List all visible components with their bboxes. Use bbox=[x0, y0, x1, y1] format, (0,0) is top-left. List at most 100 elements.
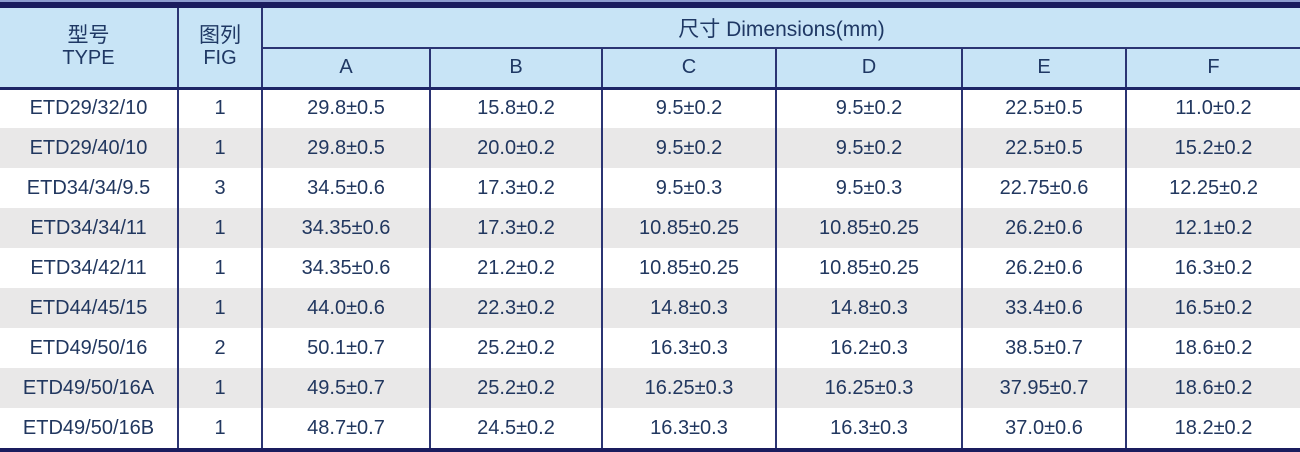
col-header-d: D bbox=[775, 48, 962, 88]
cell-dim-e: 22.5±0.5 bbox=[961, 128, 1126, 168]
cell-dim-f: 18.6±0.2 bbox=[1124, 328, 1300, 368]
cell-dim-c: 14.8±0.3 bbox=[601, 288, 776, 328]
cell-dim-c: 9.5±0.2 bbox=[601, 88, 776, 128]
dimensions-table: 型号 TYPE 图列 FIG 尺寸 Dimensions(mm) A B C D… bbox=[0, 8, 1300, 448]
cell-fig: 1 bbox=[177, 88, 262, 128]
cell-fig: 1 bbox=[177, 408, 262, 448]
cell-type: ETD49/50/16B bbox=[22, 416, 155, 439]
cell-type: ETD49/50/16 bbox=[29, 336, 148, 359]
table-row: ETD49/50/16B 1 48.7±0.7 24.5±0.2 16.3±0.… bbox=[0, 408, 1300, 448]
cell-dim-f: 11.0±0.2 bbox=[1124, 88, 1300, 128]
cell-dim-a: 49.5±0.7 bbox=[261, 368, 430, 408]
cell-type: ETD34/34/11 bbox=[30, 216, 147, 239]
cell-dim-b: 15.8±0.2 bbox=[429, 88, 602, 128]
type-column-header: 型号 TYPE bbox=[0, 8, 178, 88]
cell-type: ETD29/32/10 bbox=[29, 97, 148, 120]
table-row: ETD34/42/11 1 34.35±0.6 21.2±0.2 10.85±0… bbox=[0, 248, 1300, 288]
table-row: ETD29/40/10 1 29.8±0.5 20.0±0.2 9.5±0.2 … bbox=[0, 128, 1300, 168]
cell-fig: 1 bbox=[177, 368, 262, 408]
cell-dim-b: 17.3±0.2 bbox=[429, 168, 602, 208]
col-header-a: A bbox=[261, 48, 430, 88]
cell-dim-c: 9.5±0.2 bbox=[601, 128, 776, 168]
fig-header-cn: 图列 bbox=[199, 24, 241, 48]
cell-dim-a: 48.7±0.7 bbox=[261, 408, 430, 448]
cell-dim-d: 10.85±0.25 bbox=[775, 208, 962, 248]
cell-dim-e: 37.95±0.7 bbox=[961, 368, 1126, 408]
cell-type: ETD34/42/11 bbox=[30, 256, 147, 279]
col-header-c: C bbox=[601, 48, 776, 88]
cell-fig: 1 bbox=[177, 208, 262, 248]
cell-dim-f: 16.3±0.2 bbox=[1124, 248, 1300, 288]
cell-dim-a: 50.1±0.7 bbox=[261, 328, 430, 368]
cell-dim-e: 26.2±0.6 bbox=[961, 248, 1126, 288]
cell-dim-d: 9.5±0.2 bbox=[775, 128, 962, 168]
cell-dim-e: 22.75±0.6 bbox=[961, 168, 1126, 208]
cell-dim-d: 16.3±0.3 bbox=[775, 408, 962, 448]
cell-dim-d: 14.8±0.3 bbox=[775, 288, 962, 328]
table-row: ETD44/45/15 1 44.0±0.6 22.3±0.2 14.8±0.3… bbox=[0, 288, 1300, 328]
table-row: ETD34/34/11 1 34.35±0.6 17.3±0.2 10.85±0… bbox=[0, 208, 1300, 248]
cell-dim-a: 34.5±0.6 bbox=[261, 168, 430, 208]
cell-dim-e: 38.5±0.7 bbox=[961, 328, 1126, 368]
cell-dim-b: 22.3±0.2 bbox=[429, 288, 602, 328]
cell-fig: 2 bbox=[177, 328, 262, 368]
cell-dim-f: 12.25±0.2 bbox=[1124, 168, 1300, 208]
header-row-1: 型号 TYPE 图列 FIG 尺寸 Dimensions(mm) bbox=[0, 8, 1300, 88]
cell-fig: 3 bbox=[177, 168, 262, 208]
cell-dim-f: 16.5±0.2 bbox=[1124, 288, 1300, 328]
col-header-b: B bbox=[429, 48, 602, 88]
cell-type: ETD44/45/15 bbox=[29, 296, 148, 319]
dimensions-group-header: 尺寸 Dimensions(mm) bbox=[260, 8, 1300, 49]
table-row: ETD49/50/16A 1 49.5±0.7 25.2±0.2 16.25±0… bbox=[0, 368, 1300, 408]
cell-type: ETD34/34/9.5 bbox=[26, 176, 151, 199]
cell-dim-b: 24.5±0.2 bbox=[429, 408, 602, 448]
table-header: 型号 TYPE 图列 FIG 尺寸 Dimensions(mm) A B C D… bbox=[0, 8, 1300, 88]
cell-dim-c: 10.85±0.25 bbox=[601, 208, 776, 248]
cell-fig: 1 bbox=[177, 288, 262, 328]
cell-dim-a: 34.35±0.6 bbox=[261, 208, 430, 248]
cell-dim-e: 33.4±0.6 bbox=[961, 288, 1126, 328]
cell-dim-a: 29.8±0.5 bbox=[261, 88, 430, 128]
cell-dim-e: 26.2±0.6 bbox=[961, 208, 1126, 248]
fig-column-header: 图列 FIG bbox=[177, 8, 262, 88]
fig-header-en: FIG bbox=[203, 47, 237, 70]
cell-dim-a: 29.8±0.5 bbox=[261, 128, 430, 168]
outer-top-border bbox=[0, 2, 1300, 8]
type-header-en: TYPE bbox=[62, 47, 115, 70]
table-row: ETD49/50/16 2 50.1±0.7 25.2±0.2 16.3±0.3… bbox=[0, 328, 1300, 368]
cell-dim-a: 34.35±0.6 bbox=[261, 248, 430, 288]
cell-dim-b: 25.2±0.2 bbox=[429, 328, 602, 368]
cell-dim-c: 10.85±0.25 bbox=[601, 248, 776, 288]
cell-dim-d: 9.5±0.3 bbox=[775, 168, 962, 208]
cell-dim-d: 9.5±0.2 bbox=[775, 88, 962, 128]
cell-dim-b: 21.2±0.2 bbox=[429, 248, 602, 288]
cell-type: ETD49/50/16A bbox=[22, 376, 155, 399]
cell-dim-b: 17.3±0.2 bbox=[429, 208, 602, 248]
outer-top-highlight bbox=[0, 0, 1300, 2]
cell-type: ETD29/40/10 bbox=[29, 136, 148, 159]
cell-fig: 1 bbox=[177, 248, 262, 288]
col-header-f: F bbox=[1124, 48, 1300, 88]
cell-dim-c: 16.3±0.3 bbox=[601, 328, 776, 368]
table-row: ETD34/34/9.5 3 34.5±0.6 17.3±0.2 9.5±0.3… bbox=[0, 168, 1300, 208]
cell-dim-c: 9.5±0.3 bbox=[601, 168, 776, 208]
cell-dim-b: 25.2±0.2 bbox=[429, 368, 602, 408]
cell-dim-a: 44.0±0.6 bbox=[261, 288, 430, 328]
type-header-cn: 型号 bbox=[67, 24, 110, 48]
cell-dim-d: 16.25±0.3 bbox=[775, 368, 962, 408]
cell-dim-b: 20.0±0.2 bbox=[429, 128, 602, 168]
cell-dim-c: 16.3±0.3 bbox=[601, 408, 776, 448]
cell-dim-c: 16.25±0.3 bbox=[601, 368, 776, 408]
cell-dim-f: 18.6±0.2 bbox=[1124, 368, 1300, 408]
cell-dim-e: 22.5±0.5 bbox=[961, 88, 1126, 128]
cell-dim-e: 37.0±0.6 bbox=[961, 408, 1126, 448]
cell-fig: 1 bbox=[177, 128, 262, 168]
outer-bottom-border bbox=[0, 448, 1300, 452]
cell-dim-d: 16.2±0.3 bbox=[775, 328, 962, 368]
table-row: ETD29/32/10 1 29.8±0.5 15.8±0.2 9.5±0.2 … bbox=[0, 88, 1300, 128]
cell-dim-f: 15.2±0.2 bbox=[1124, 128, 1300, 168]
table-body: ETD29/32/10 1 29.8±0.5 15.8±0.2 9.5±0.2 … bbox=[0, 88, 1300, 448]
cell-dim-f: 18.2±0.2 bbox=[1124, 408, 1300, 448]
header-row-2: A B C D E F bbox=[0, 48, 1300, 88]
col-header-e: E bbox=[961, 48, 1126, 88]
